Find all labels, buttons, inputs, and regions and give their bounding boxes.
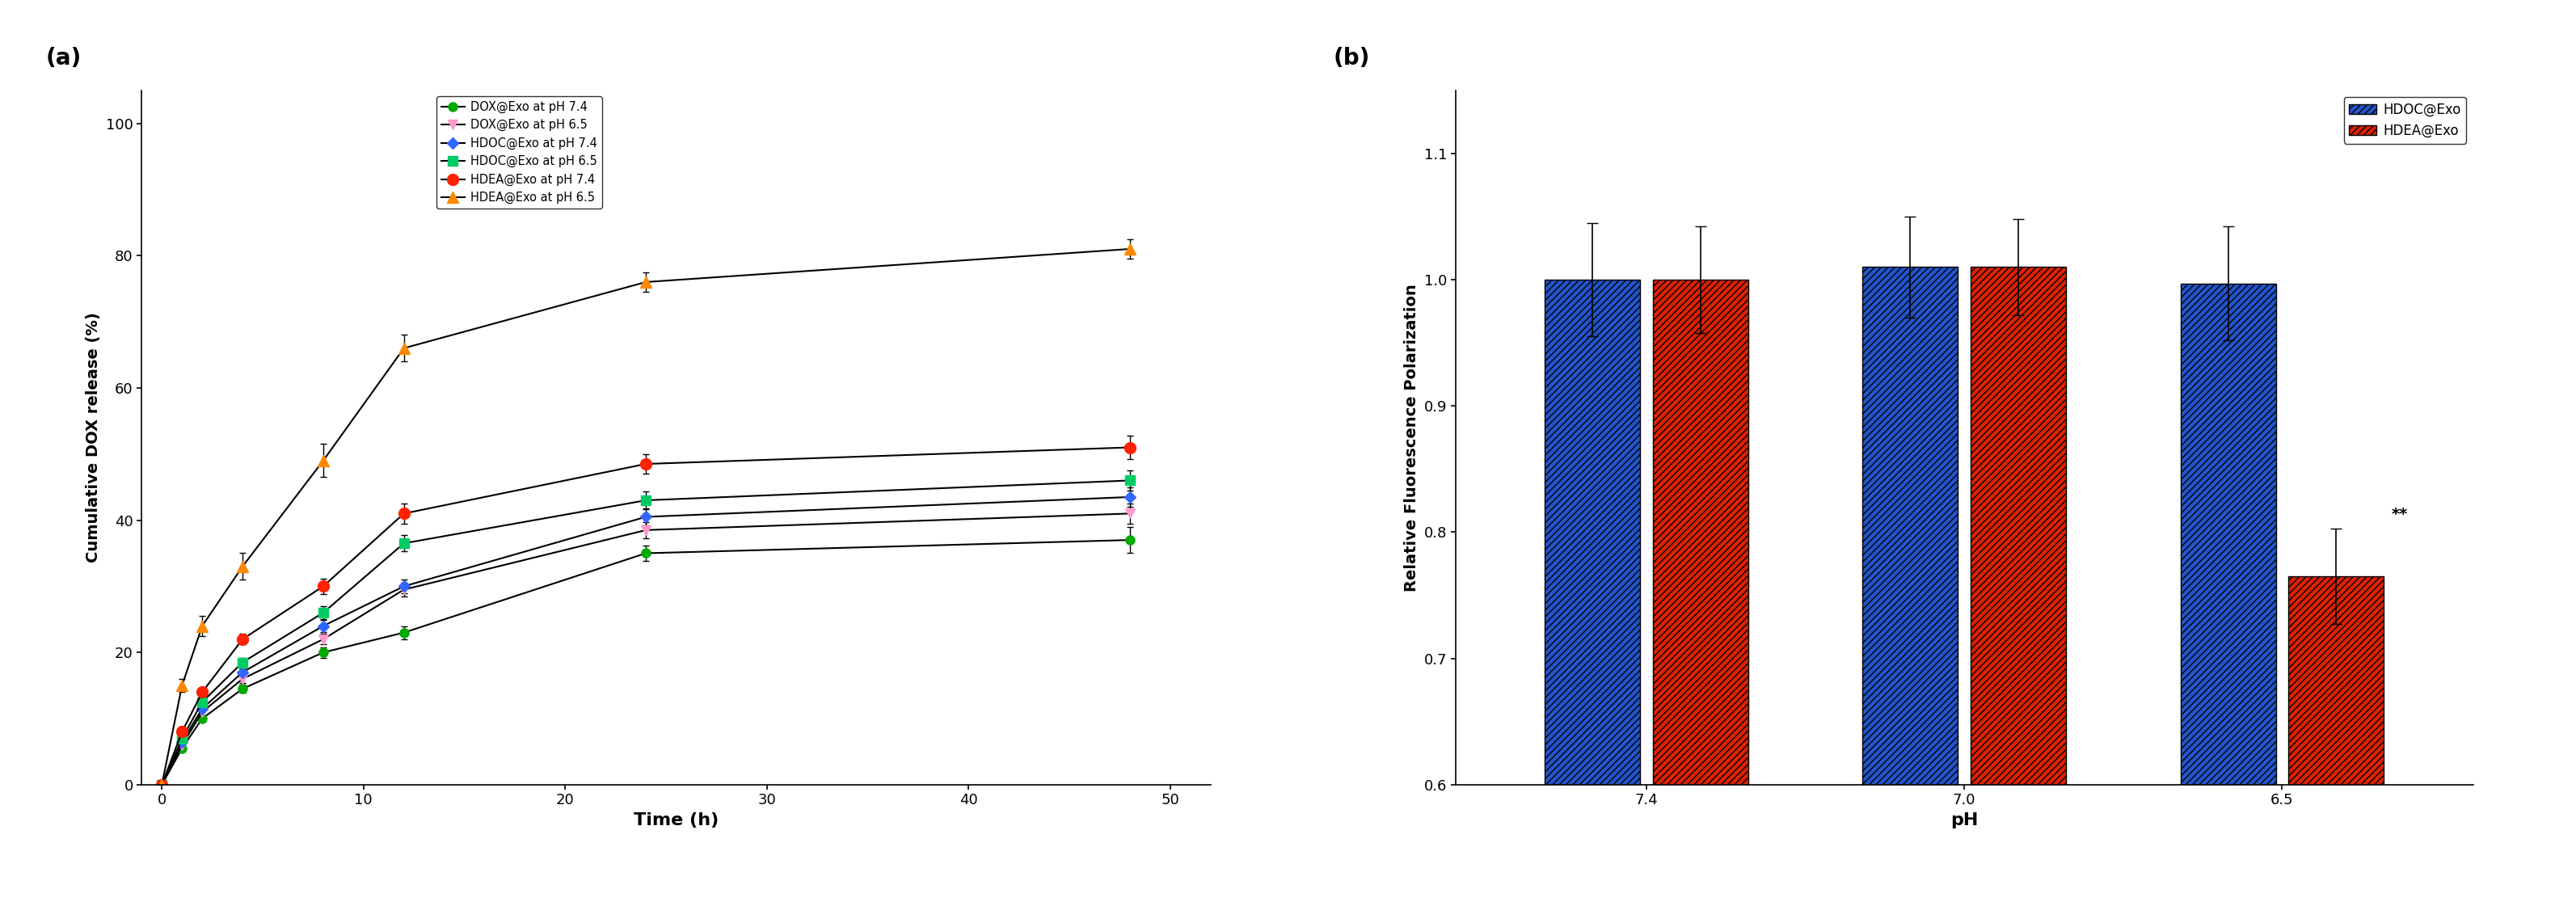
Legend: HDOC@Exo, HDEA@Exo: HDOC@Exo, HDEA@Exo	[2344, 97, 2465, 143]
Text: (b): (b)	[1334, 47, 1370, 69]
Bar	[1971, 267, 2066, 902]
Y-axis label: Relative Fluorescence Polarization: Relative Fluorescence Polarization	[1404, 283, 1419, 592]
X-axis label: pH: pH	[1950, 812, 1978, 828]
Bar	[1862, 267, 1958, 902]
Bar	[2287, 576, 2383, 902]
Bar	[2179, 283, 2275, 902]
Y-axis label: Cumulative DOX release (%): Cumulative DOX release (%)	[85, 312, 100, 563]
Bar	[1546, 280, 1641, 902]
Text: **: **	[2391, 507, 2409, 522]
Bar	[1654, 280, 1749, 902]
X-axis label: Time (h): Time (h)	[634, 812, 719, 828]
Legend: DOX@Exo at pH 7.4, DOX@Exo at pH 6.5, HDOC@Exo at pH 7.4, HDOC@Exo at pH 6.5, HD: DOX@Exo at pH 7.4, DOX@Exo at pH 6.5, HD…	[435, 97, 603, 208]
Text: (a): (a)	[46, 47, 82, 69]
